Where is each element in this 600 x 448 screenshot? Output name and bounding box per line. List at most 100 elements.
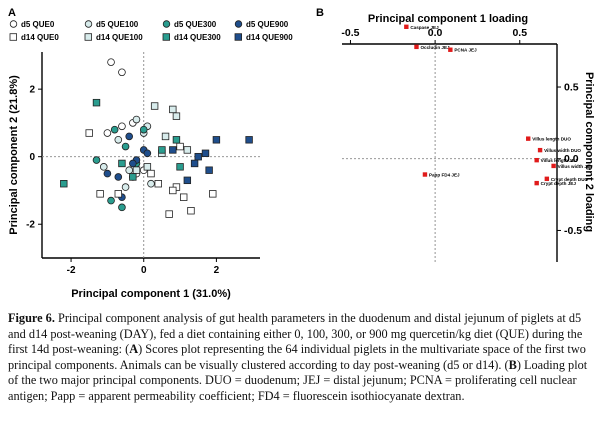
loading-point-label: Villus length DUO [532, 137, 571, 142]
point-d14-que100 [161, 132, 170, 141]
point-d5-que100 [132, 115, 141, 124]
loading-plot: Principal component 1 loading -0.5 0.0 0.5… [341, 13, 595, 262]
point-d14-que900 [190, 159, 199, 168]
loading-plot-title: Principal component 1 loading [368, 13, 528, 25]
point-d5-que100 [121, 183, 130, 191]
legend-label-d5-que100: d5 QUE100 [96, 20, 139, 29]
point-d14-que0 [154, 180, 162, 188]
legend-marker-d14-que0 [9, 33, 17, 41]
panel-b-label: B [316, 7, 324, 19]
loading-point-label: Villus width JEJ [558, 164, 593, 169]
right-y-tick-label: 0.0 [564, 153, 579, 165]
caption-a-label: A [129, 342, 139, 357]
point-d5-que100 [99, 163, 108, 171]
point-d5-que900 [114, 173, 123, 181]
point-d5-que0 [103, 129, 112, 137]
point-d14-que100 [132, 166, 141, 174]
top-x-tick-label: 0.5 [512, 27, 527, 39]
point-d5-que300 [92, 156, 101, 164]
point-d14-que900 [245, 136, 253, 144]
point-d5-que300 [121, 142, 130, 151]
point-d14-que900 [212, 136, 221, 144]
point-d14-que0 [179, 193, 188, 201]
caption-text-1: Principal component analysis of gut heal… [8, 311, 583, 357]
legend-label-d5-que0: d5 QUE0 [21, 20, 55, 29]
caption-text-2: ) Scores plot representing the 64 indivi… [8, 342, 586, 372]
legend-marker-d5-que300 [162, 20, 171, 28]
point-d5-que0 [118, 68, 126, 77]
point-d14-que900 [169, 146, 177, 154]
figure-canvas: A d5 QUE0 d5 QUE100 d5 QUE300 d5 QUE900 d14 … [8, 7, 595, 300]
point-d5-que300 [110, 125, 119, 134]
point-d14-que300 [158, 146, 166, 154]
loading-point-pcna-jej [448, 47, 453, 52]
y-tick-label: 0 [29, 152, 35, 163]
legend-label-d14-que900: d14 QUE900 [246, 33, 293, 42]
y-tick-label: 2 [29, 85, 35, 96]
point-d14-que100 [143, 163, 152, 171]
loading-point-label: PCNA JEJ [454, 48, 477, 53]
figure-caption: Figure 6. Principal component analysis o… [8, 311, 596, 405]
loading-point-label: Occludin JEJ [420, 45, 450, 50]
loading-point-crypt-depth-jej [534, 180, 539, 186]
point-d5-que300 [107, 196, 115, 205]
point-d5-que100 [147, 179, 155, 188]
point-d5-que300 [139, 125, 148, 134]
point-d14-que300 [92, 98, 101, 107]
legend-label-d14-que300: d14 QUE300 [174, 33, 221, 42]
right-y-tick-label: -0.5 [564, 225, 582, 237]
caption-b-label: B [508, 357, 517, 372]
loading-point-papp-fd4-jej [422, 172, 428, 177]
caption-text-3: ) Loading plot of the two major principa… [8, 357, 588, 403]
x-axis-label: Principal component 1 (31.0%) [71, 288, 231, 300]
y-tick-label: -2 [26, 220, 35, 231]
loading-point-label: Villus width DUO [544, 148, 581, 153]
legend-marker-d5-que900 [234, 20, 243, 28]
legend-label-d5-que900: d5 QUE900 [246, 20, 289, 29]
point-d14-que100 [169, 105, 177, 114]
point-d14-que100 [150, 102, 159, 110]
loading-point-villus-width-jej [551, 163, 556, 169]
x-tick-label: 2 [214, 265, 220, 276]
loading-point-occludin-jej [414, 44, 419, 50]
loading-point-label: Caspase JEJ [410, 25, 439, 30]
point-d14-que100 [183, 146, 192, 154]
point-d14-que900 [183, 176, 192, 185]
point-d14-que300 [129, 173, 137, 181]
loading-point-villus-length-jej [534, 157, 539, 163]
loading-point-label: Crypt depth JEJ [541, 181, 577, 186]
point-d14-que0 [176, 142, 184, 151]
point-d14-que900 [194, 152, 202, 161]
loading-point-villus-length-duo [526, 136, 531, 141]
panel-a-label: A [8, 7, 16, 19]
point-d14-que0 [114, 190, 122, 198]
y-axis-label: Principal component 2 (21.8%) [8, 75, 20, 235]
point-d5-que300 [118, 203, 126, 212]
legend-label-d5-que300: d5 QUE300 [174, 20, 217, 29]
point-d5-que900 [143, 149, 152, 158]
point-d14-que300 [60, 180, 68, 188]
x-tick-label: -2 [67, 265, 76, 276]
legend-marker-d14-que100 [84, 33, 92, 41]
legend-marker-d5-que0 [9, 20, 18, 28]
point-d14-que300 [172, 136, 181, 144]
point-d14-que0 [147, 169, 155, 178]
legend-marker-d14-que300 [162, 33, 170, 41]
loading-point-caspase-jej [404, 24, 409, 29]
panel-a-legend: d5 QUE0 d5 QUE100 d5 QUE300 d5 QUE900 d14 QU… [9, 20, 293, 42]
point-d14-que900 [205, 166, 213, 174]
loading-point-label: Papp FD4 JEJ [429, 173, 460, 178]
legend-label-d14-que0: d14 QUE0 [21, 33, 59, 42]
point-d5-que100 [125, 166, 133, 174]
point-d14-que300 [176, 163, 184, 171]
point-d14-que0 [169, 186, 177, 195]
loading-point-crypt-depth-duo [544, 176, 550, 182]
point-d5-que900 [103, 169, 112, 178]
point-d5-que900 [129, 159, 137, 168]
point-d14-que100 [172, 112, 181, 120]
point-d5-que100 [114, 136, 123, 144]
point-d14-que0 [165, 210, 173, 218]
legend-marker-d14-que900 [234, 33, 242, 41]
top-x-tick-label: 0.0 [428, 27, 443, 39]
x-tick-label: 0 [141, 265, 147, 276]
